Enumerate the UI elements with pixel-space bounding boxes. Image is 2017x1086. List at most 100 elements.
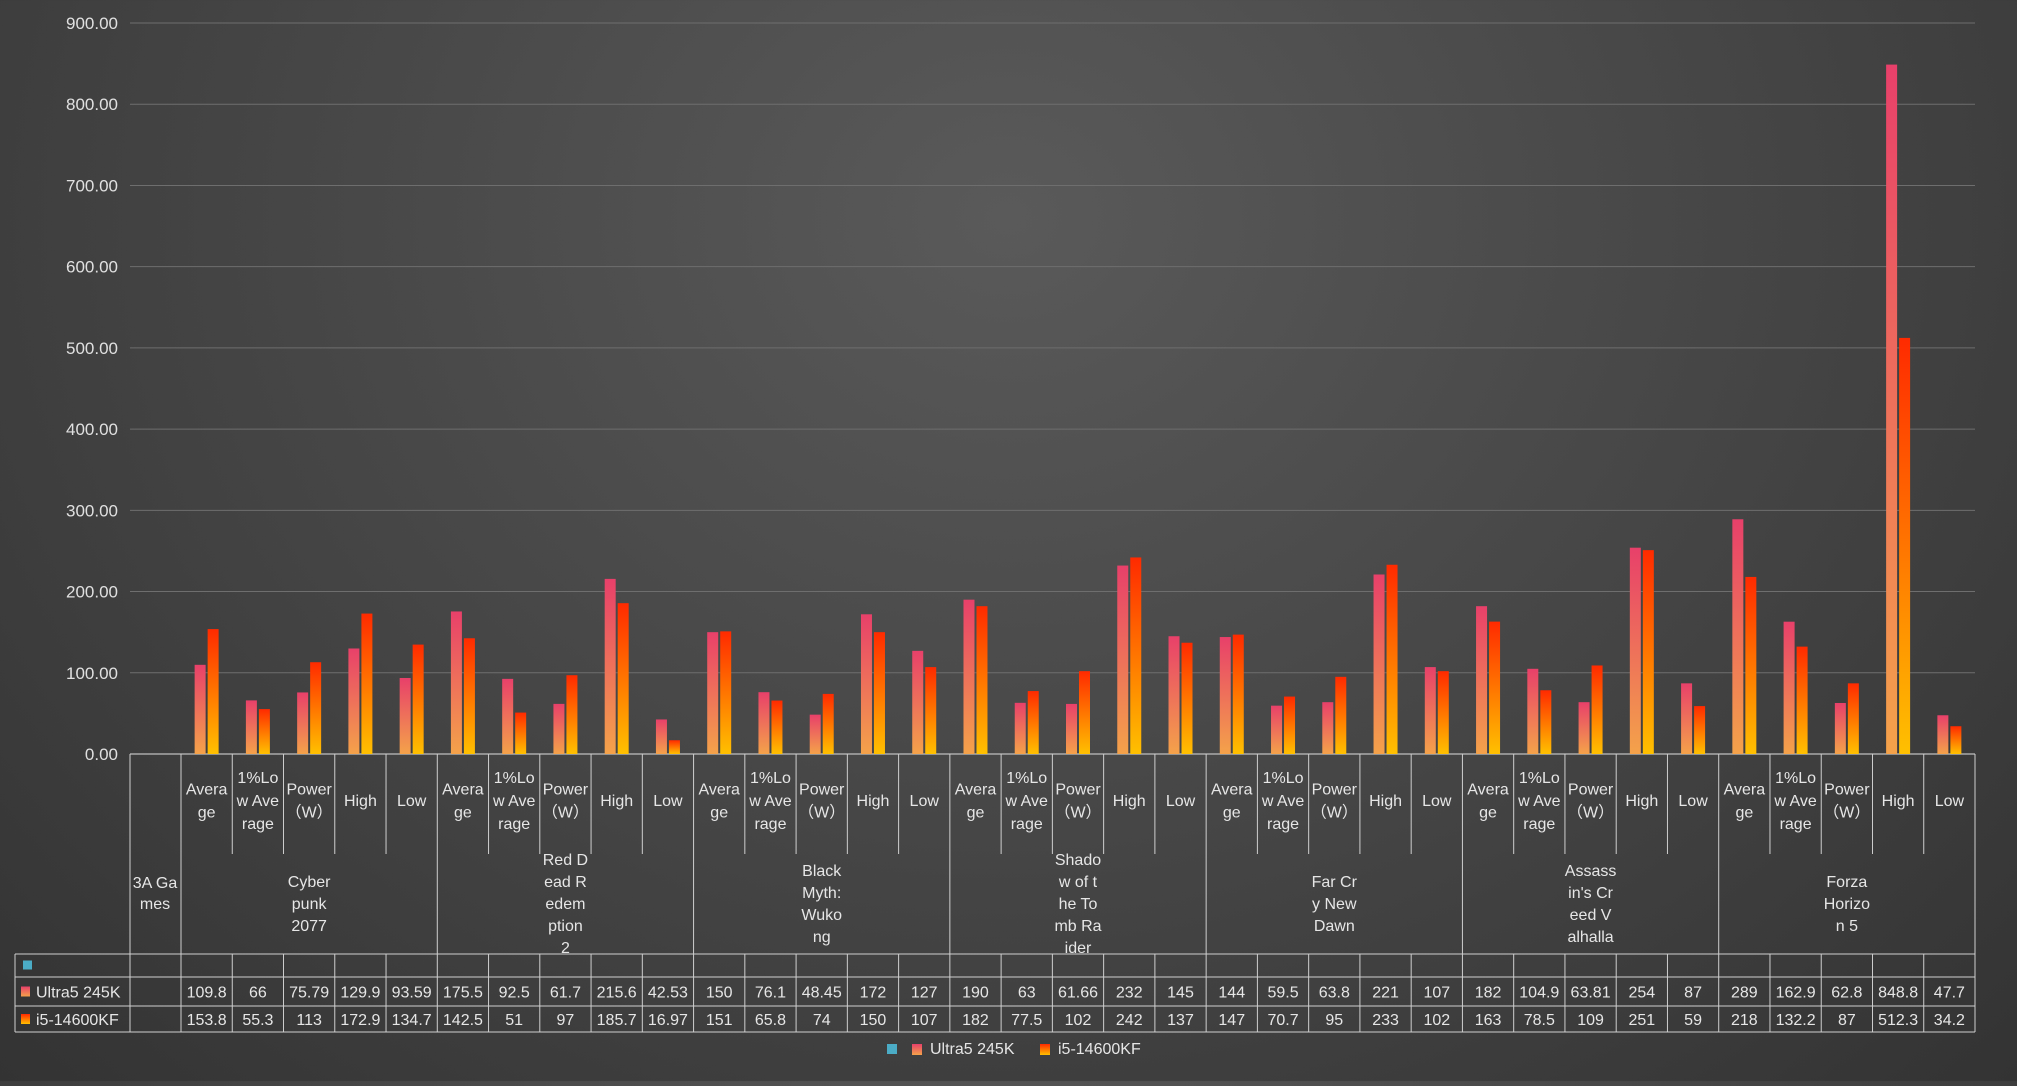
game-label-line: eed V xyxy=(1570,907,1612,924)
metric-label-line: Avera xyxy=(1211,782,1253,799)
data-label-i5-14600kf: 107 xyxy=(911,1012,938,1029)
bar-ultra5-245k xyxy=(604,578,616,754)
data-label-i5-14600kf: 218 xyxy=(1731,1012,1758,1029)
game-label-line: Myth: xyxy=(802,885,841,902)
game-label-line: ider xyxy=(1065,940,1092,957)
bar-ultra5-245k xyxy=(1886,64,1898,755)
bar-i5-14600kf xyxy=(1079,671,1090,754)
bar-i5-14600kf xyxy=(1745,576,1757,754)
bar-i5-14600kf xyxy=(258,709,270,754)
bar-ultra5-245k xyxy=(1373,574,1385,754)
data-label-ultra5-245k: 175.5 xyxy=(443,985,483,1002)
y-tick-label: 700.00 xyxy=(66,176,118,195)
metric-label-line: Power xyxy=(543,782,589,799)
metric-label: Avera ge xyxy=(1724,782,1766,822)
data-label-i5-14600kf: 151 xyxy=(706,1012,733,1029)
metric-label-line: rage xyxy=(1267,816,1299,833)
metric-label: Low xyxy=(653,793,683,810)
data-label-ultra5-245k: 172 xyxy=(860,985,887,1002)
metric-label-line: rage xyxy=(498,816,530,833)
data-label-i5-14600kf: 95 xyxy=(1325,1012,1343,1029)
bar-ultra5-245k xyxy=(399,677,411,754)
metric-label-line: 1%Lo xyxy=(750,770,791,787)
bar-i5-14600kf xyxy=(1899,337,1911,754)
metric-label-line: Avera xyxy=(698,782,740,799)
bar-i5-14600kf xyxy=(515,712,527,754)
metric-label-line: ge xyxy=(967,805,985,822)
data-label-ultra5-245k: 129.9 xyxy=(340,985,380,1002)
bar-ultra5-245k xyxy=(963,599,975,754)
bar-ultra5-245k xyxy=(1117,565,1129,754)
data-label-i5-14600kf: 87 xyxy=(1838,1012,1856,1029)
data-label-ultra5-245k: 48.45 xyxy=(802,985,842,1002)
metric-label-line: w Ave xyxy=(236,793,280,810)
data-label-i5-14600kf: 251 xyxy=(1628,1012,1655,1029)
metric-label-line: Power xyxy=(1312,782,1358,799)
bar-i5-14600kf xyxy=(1181,642,1193,754)
category-header: 3A Ga mes xyxy=(133,875,178,913)
metric-label: Power （W） xyxy=(1311,782,1358,822)
data-label-i5-14600kf: 142.5 xyxy=(443,1012,483,1029)
bar-ultra5-245k xyxy=(1527,668,1539,754)
bar-ultra5-245k xyxy=(1066,703,1077,754)
data-label-ultra5-245k: 162.9 xyxy=(1776,985,1816,1002)
bar-ultra5-245k xyxy=(1578,702,1590,754)
bar-i5-14600kf xyxy=(822,693,834,754)
metric-label-line: ge xyxy=(1223,805,1241,822)
data-label-ultra5-245k: 63.81 xyxy=(1571,985,1611,1002)
metric-label-line: rage xyxy=(1011,816,1043,833)
bar-i5-14600kf xyxy=(668,740,680,754)
row-header-ultra5-245k: Ultra5 245K xyxy=(36,985,121,1002)
metric-label: High xyxy=(857,793,890,810)
data-label-i5-14600kf: 78.5 xyxy=(1524,1012,1555,1029)
metric-label-line: 1%Lo xyxy=(1775,770,1816,787)
data-label-ultra5-245k: 61.66 xyxy=(1058,985,1098,1002)
data-label-ultra5-245k: 75.79 xyxy=(289,985,329,1002)
metric-label: High xyxy=(1369,793,1402,810)
metric-label: High xyxy=(1882,793,1915,810)
metric-label-line: （W） xyxy=(1567,804,1614,822)
bar-i5-14600kf xyxy=(1591,665,1603,754)
metric-label-line: ge xyxy=(1479,805,1497,822)
data-label-i5-14600kf: 113 xyxy=(296,1012,322,1029)
data-label-i5-14600kf: 34.2 xyxy=(1934,1012,1965,1029)
metric-label: Avera ge xyxy=(1211,782,1253,822)
data-label-i5-14600kf: 102 xyxy=(1423,1012,1450,1029)
data-label-ultra5-245k: 87 xyxy=(1684,985,1702,1002)
metric-label-line: Low xyxy=(1678,793,1708,810)
game-label-line: ead R xyxy=(544,874,587,891)
metric-label: Low xyxy=(1422,793,1452,810)
data-label-ultra5-245k: 144 xyxy=(1218,985,1245,1002)
data-label-i5-14600kf: 70.7 xyxy=(1267,1012,1298,1029)
game-label-line: n 5 xyxy=(1836,918,1858,935)
data-label-ultra5-245k: 62.8 xyxy=(1831,985,1862,1002)
game-label-line: punk xyxy=(292,896,328,913)
data-label-ultra5-245k: 150 xyxy=(706,985,733,1002)
metric-label-line: Avera xyxy=(1724,782,1766,799)
bar-i5-14600kf xyxy=(1284,696,1296,754)
metric-label: High xyxy=(600,793,633,810)
bar-i5-14600kf xyxy=(1694,706,1706,754)
game-label-line: Black xyxy=(802,863,842,880)
bar-i5-14600kf xyxy=(1642,550,1654,754)
data-label-ultra5-245k: 107 xyxy=(1423,985,1450,1002)
data-label-ultra5-245k: 66 xyxy=(249,985,267,1002)
game-label: Red D ead R edem ption 2 xyxy=(543,852,588,957)
series-swatch-i5-14600kf xyxy=(21,1014,30,1024)
bar-i5-14600kf xyxy=(1540,690,1552,754)
metric-label-line: Power xyxy=(799,782,845,799)
metric-label-line: w Ave xyxy=(1517,793,1561,810)
data-label-i5-14600kf: 163 xyxy=(1475,1012,1502,1029)
bars xyxy=(194,64,1962,755)
y-axis-ticks: 0.00 100.00 200.00 300.00 400.00 500.00 600.00… xyxy=(66,14,118,764)
game-label-line: Assass xyxy=(1565,863,1617,880)
data-label-i5-14600kf: 65.8 xyxy=(755,1012,786,1029)
bar-ultra5-245k xyxy=(1834,702,1846,754)
bar-ultra5-245k xyxy=(1014,702,1026,754)
bar-ultra5-245k xyxy=(1937,715,1949,754)
metric-label-line: （W） xyxy=(1311,804,1358,822)
data-label-ultra5-245k: 92.5 xyxy=(499,985,530,1002)
data-label-ultra5-245k: 232 xyxy=(1116,985,1143,1002)
bar-i5-14600kf xyxy=(1232,634,1244,754)
metric-label-line: ge xyxy=(1735,805,1753,822)
